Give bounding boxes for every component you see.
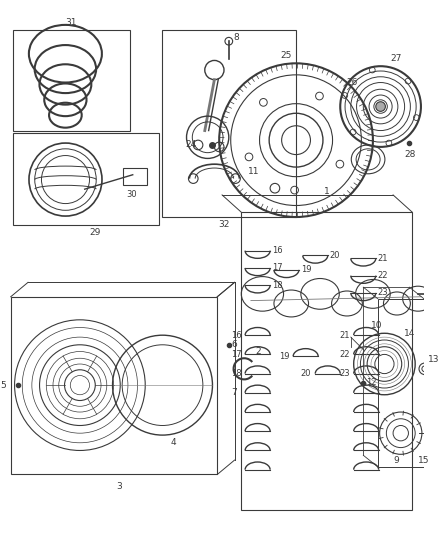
Text: 21: 21 — [378, 254, 388, 263]
Text: 25: 25 — [281, 51, 292, 60]
Bar — [13, 30, 130, 131]
Circle shape — [376, 102, 385, 111]
Bar — [11, 297, 217, 474]
Bar — [378, 298, 424, 467]
Text: 18: 18 — [272, 281, 283, 290]
Text: 8: 8 — [233, 33, 239, 42]
Text: 28: 28 — [405, 150, 416, 159]
Text: 18: 18 — [231, 369, 241, 378]
Text: 20: 20 — [301, 369, 311, 378]
Text: 22: 22 — [339, 350, 350, 359]
Text: 20: 20 — [330, 251, 340, 260]
Text: 13: 13 — [427, 354, 438, 364]
Text: 26: 26 — [346, 78, 357, 87]
Text: 12: 12 — [366, 378, 377, 387]
Text: 31: 31 — [66, 18, 77, 27]
Text: 4: 4 — [170, 438, 176, 447]
Text: 1: 1 — [324, 187, 330, 196]
Text: 22: 22 — [378, 271, 388, 280]
Text: 10: 10 — [371, 321, 382, 330]
Text: 17: 17 — [272, 263, 283, 272]
Bar — [241, 212, 412, 510]
Text: 23: 23 — [378, 288, 389, 297]
Bar — [123, 168, 147, 185]
Bar — [162, 30, 296, 217]
Text: 6: 6 — [232, 340, 237, 349]
Text: 9: 9 — [393, 456, 399, 465]
Text: 14: 14 — [404, 329, 415, 338]
Text: 23: 23 — [339, 369, 350, 378]
Text: 30: 30 — [126, 190, 137, 199]
Text: 27: 27 — [390, 54, 402, 63]
Bar — [13, 133, 159, 225]
Text: 32: 32 — [218, 220, 230, 229]
Text: 21: 21 — [339, 330, 350, 340]
Text: 16: 16 — [272, 246, 283, 255]
Text: 2: 2 — [256, 347, 261, 356]
Text: 5: 5 — [0, 381, 6, 390]
Text: 7: 7 — [232, 389, 237, 397]
Text: 17: 17 — [231, 350, 241, 359]
Text: 16: 16 — [231, 330, 241, 340]
Text: 24: 24 — [186, 141, 197, 149]
Text: 11: 11 — [248, 167, 259, 176]
Text: 19: 19 — [301, 265, 311, 274]
Text: 15: 15 — [418, 456, 430, 465]
Text: 3: 3 — [116, 481, 122, 490]
Text: 19: 19 — [279, 352, 289, 361]
Text: 29: 29 — [90, 228, 101, 237]
